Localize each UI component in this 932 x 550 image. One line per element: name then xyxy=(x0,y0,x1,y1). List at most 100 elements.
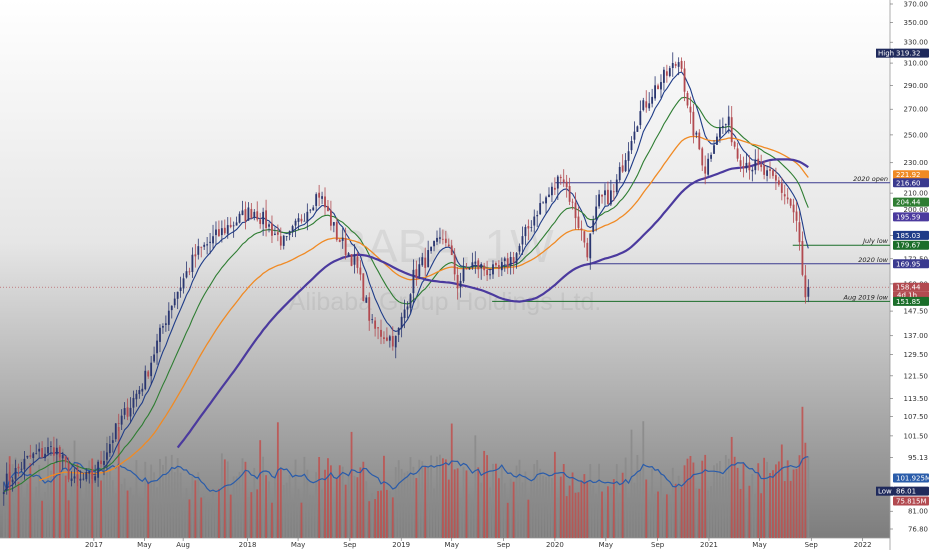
candle-body xyxy=(374,320,377,329)
candle-body xyxy=(412,269,415,294)
candle-body xyxy=(710,154,712,159)
volume-bar xyxy=(268,481,270,538)
volume-bar xyxy=(689,455,692,538)
volume-bar xyxy=(665,494,668,538)
candle-body xyxy=(321,196,323,199)
candle-body xyxy=(297,218,300,222)
volume-bar xyxy=(795,468,798,538)
candle-body xyxy=(465,268,468,270)
volume-bar xyxy=(556,498,559,538)
candle-body xyxy=(170,305,173,311)
volume-bar xyxy=(188,499,191,538)
volume-bar xyxy=(265,475,267,538)
candle-body xyxy=(453,254,456,275)
price-badge xyxy=(893,48,929,58)
volume-bar xyxy=(595,493,598,538)
candle-body xyxy=(495,263,497,266)
volume-bar xyxy=(61,448,64,538)
volume-bar xyxy=(8,456,11,538)
candle-body xyxy=(424,257,427,268)
volume-ma-line xyxy=(3,456,809,493)
price-tick-label: 81.00 xyxy=(908,508,928,516)
volume-bar xyxy=(801,406,804,538)
candle-body xyxy=(67,463,70,480)
candle-body xyxy=(309,209,312,211)
volume-bar xyxy=(182,500,185,538)
candle-body xyxy=(350,254,353,266)
volume-badge-text: 101.925M xyxy=(896,475,931,483)
price-badge-text: 221.92 xyxy=(896,171,921,179)
volume-bar xyxy=(695,488,698,538)
candle-body xyxy=(147,371,150,377)
volume-bar xyxy=(477,467,480,538)
volume-bar xyxy=(668,495,671,538)
candle-body xyxy=(253,211,256,218)
candle-body xyxy=(615,179,618,193)
price-badge-text: 216.60 xyxy=(896,179,921,187)
volume-bar xyxy=(707,490,710,538)
volume-bar xyxy=(436,456,438,538)
volume-bar xyxy=(618,493,621,538)
volume-bar xyxy=(114,493,117,538)
volume-bar xyxy=(117,427,120,538)
volume-bar xyxy=(162,464,164,538)
volume-bar xyxy=(194,480,197,538)
volume-bar xyxy=(106,436,108,538)
candle-body xyxy=(536,215,539,217)
candle-body xyxy=(332,222,335,226)
candle-body xyxy=(215,229,217,236)
price-tick-label: 95.13 xyxy=(908,454,928,462)
volume-bar xyxy=(441,458,444,538)
volume-bar xyxy=(721,476,724,538)
volume-bar xyxy=(276,422,279,538)
volume-bar xyxy=(321,489,323,538)
candle-body xyxy=(668,68,671,76)
volume-bar xyxy=(220,453,223,538)
volume-bar xyxy=(2,481,5,538)
price-badge-text: 195.59 xyxy=(896,213,921,221)
candle-body xyxy=(58,447,61,457)
volume-bar xyxy=(456,468,459,538)
volume-bar xyxy=(406,471,409,538)
volume-badge xyxy=(893,496,929,506)
volume-bar xyxy=(415,478,418,538)
candle-body xyxy=(262,211,265,225)
volume-bar xyxy=(306,469,309,538)
candle-body xyxy=(356,256,359,268)
time-tick-label: 2020 xyxy=(546,541,564,549)
candle-body xyxy=(44,453,46,459)
time-tick-label: May xyxy=(444,541,458,549)
volume-bar xyxy=(164,456,167,538)
volume-bar xyxy=(621,472,624,538)
candle-body xyxy=(229,224,232,228)
volume-bar xyxy=(427,467,430,538)
candle-body xyxy=(418,264,421,277)
candle-body xyxy=(733,141,736,147)
volume-bar xyxy=(212,489,214,538)
candle-body xyxy=(220,228,223,236)
volume-bar xyxy=(636,454,639,538)
volume-bar xyxy=(32,502,35,538)
volume-bar xyxy=(465,470,468,538)
volume-bar xyxy=(300,502,303,538)
volume-bar xyxy=(76,463,79,538)
volume-bar xyxy=(742,463,745,538)
candle-body xyxy=(698,132,701,150)
candle-body xyxy=(648,103,651,109)
candle-body xyxy=(562,179,565,183)
volume-bar xyxy=(766,461,768,538)
candle-body xyxy=(568,186,571,202)
candle-body xyxy=(713,145,715,154)
candle-body xyxy=(592,220,595,233)
candle-body xyxy=(353,254,356,265)
candle-body xyxy=(456,274,459,289)
candle-body xyxy=(719,127,721,138)
volume-bar xyxy=(400,468,403,538)
candle-body xyxy=(182,278,185,289)
volume-bar xyxy=(315,472,318,538)
volume-bar xyxy=(486,455,489,538)
candle-body xyxy=(335,222,338,240)
candle-body xyxy=(486,270,489,276)
